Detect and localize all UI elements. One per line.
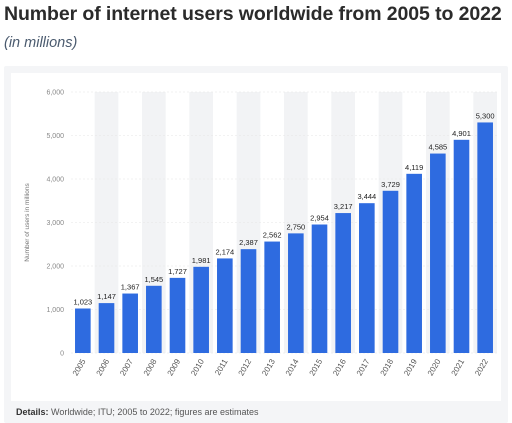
y-tick-label: 6,000 [46,90,64,97]
bar-2010 [193,266,209,353]
bar-2008 [146,285,162,353]
data-label-2016: 3,217 [334,202,353,211]
x-tick-label-2016: 2016 [331,357,348,377]
x-tick-label-2010: 2010 [189,357,206,377]
x-tick-label-2006: 2006 [95,357,112,377]
y-tick-label: 5,000 [46,133,64,140]
bar-2018 [382,190,399,353]
bar-2012 [240,249,257,353]
bar-2019 [406,173,422,353]
data-label-2021: 4,901 [452,129,471,138]
x-tick-label-2018: 2018 [379,357,396,377]
bar-2017 [359,203,375,353]
bar-2011 [217,258,233,353]
x-tick-label-2021: 2021 [450,357,467,377]
bar-2013 [264,241,280,353]
data-label-2007: 1,367 [121,283,140,292]
bar-2015 [311,224,328,353]
page-subtitle: (in millions) [4,35,78,51]
x-tick-label-2012: 2012 [237,357,254,377]
x-tick-label-2007: 2007 [118,357,135,377]
details-note: Details: Worldwide; ITU; 2005 to 2022; f… [16,407,258,417]
details-label: Details: [16,407,49,417]
y-tick-label: 2,000 [46,264,64,271]
bar-2022 [477,122,493,353]
data-label-2022: 5,300 [476,111,495,120]
y-tick-label: 1,000 [46,307,64,314]
chart-card: 0 1,000 2,000 3,000 4,000 5,000 6,000 Number of… [4,66,508,423]
data-label-2014: 2,750 [286,222,305,231]
bar-chart: 0 1,000 2,000 3,000 4,000 5,000 6,000 Number of… [24,90,497,377]
y-tick-label: 0 [60,351,64,358]
bar-2005 [75,308,91,353]
bar-2016 [335,213,351,353]
data-label-2018: 3,729 [381,180,400,189]
bar-2009 [169,277,186,353]
x-tick-label-2011: 2011 [213,357,230,377]
bar-2007 [122,293,138,353]
x-tick-label-2015: 2015 [308,357,325,377]
data-label-2010: 1,981 [192,256,211,265]
page-title: Number of internet users worldwide from … [4,3,502,25]
x-tick-label-2005: 2005 [71,357,88,377]
bar-2020 [430,153,446,353]
x-tick-label-2022: 2022 [473,357,490,377]
data-label-2013: 2,562 [263,231,282,240]
x-tick-label-2013: 2013 [260,357,277,377]
band-2006 [94,92,119,353]
bar-2014 [288,233,304,353]
x-tick-label-2014: 2014 [284,357,301,377]
data-label-2019: 4,119 [405,163,423,172]
data-label-2011: 2,174 [215,247,234,256]
x-tick-label-2020: 2020 [426,357,443,377]
x-tick-label-2019: 2019 [402,357,419,377]
x-tick-label-2009: 2009 [166,357,183,377]
chart-panel: 0 1,000 2,000 3,000 4,000 5,000 6,000 Number of… [11,73,501,401]
bar-2006 [98,303,115,353]
x-tick-label-2008: 2008 [142,357,159,377]
x-tick-label-2017: 2017 [355,357,372,377]
bar-2021 [453,139,470,353]
data-label-2017: 3,444 [357,192,376,201]
details-text: Worldwide; ITU; 2005 to 2022; figures ar… [51,407,259,417]
y-axis-label: Number of users in millions [24,183,31,262]
data-label-2015: 2,954 [310,214,329,223]
data-label-2006: 1,147 [97,292,116,301]
data-label-2008: 1,545 [144,275,163,284]
data-label-2005: 1,023 [73,297,92,306]
data-label-2020: 4,585 [428,143,447,152]
y-tick-label: 4,000 [46,177,64,184]
data-label-2012: 2,387 [239,238,258,247]
y-tick-label: 3,000 [46,220,64,227]
data-label-2009: 1,727 [168,267,187,276]
